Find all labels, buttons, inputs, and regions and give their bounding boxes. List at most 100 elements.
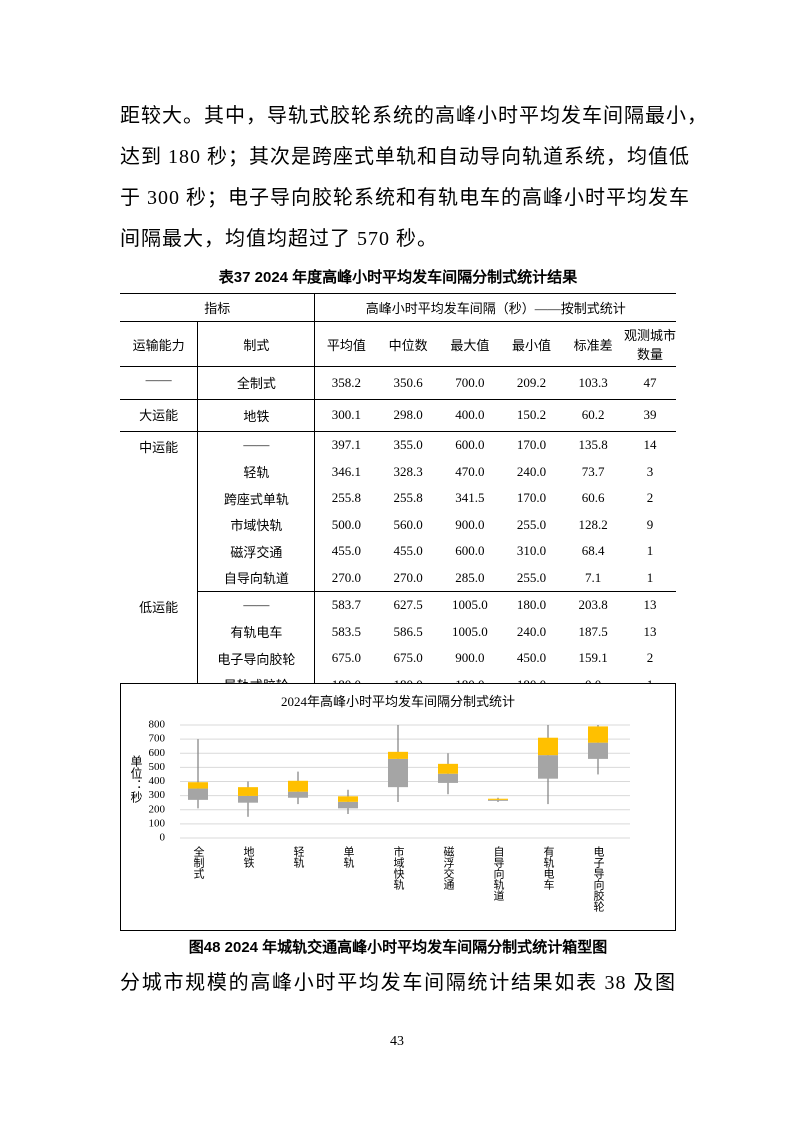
table-cell: 270.0 (377, 564, 439, 592)
header-cell: 观测城市数量 (624, 321, 676, 367)
table-cell: 170.0 (516, 437, 547, 453)
table-cell: 675.0 (331, 650, 362, 666)
y-tick-label: 500 (149, 761, 166, 773)
header-cell: 平均值 (314, 321, 378, 367)
group-cell: —— (120, 366, 199, 400)
header-cell: 中位数 (377, 321, 439, 367)
table-cell: 310.0 (516, 543, 547, 559)
x-tick-label: 单轨 (342, 846, 355, 869)
stats-table: 指标 高峰小时平均发车间隔（秒）——按制式统计 运输能力 制式 平均值 中位数 最大值 最小值… (120, 293, 676, 699)
group-cell: 大运能 (120, 399, 199, 432)
table-cell: 128.2 (578, 516, 608, 532)
table-cell: 2 (646, 490, 654, 506)
table-cell: 跨座式单轨 (197, 485, 316, 512)
box-upper (488, 798, 508, 800)
paragraph-line: 达到 180 秒；其次是跨座式单轨和自动导向轨道系统，均值低 (120, 146, 690, 168)
table-row: 有轨电车 583.5 586.5 1005.0 240.0 187.5 13 (120, 618, 676, 645)
table-cell: 600.0 (455, 543, 485, 559)
table-cell: 68.4 (581, 543, 605, 559)
box-upper (388, 751, 408, 759)
box-upper (438, 763, 458, 774)
y-tick-label: 200 (149, 803, 166, 815)
box-lower (388, 758, 408, 788)
table-cell: 300.1 (314, 399, 378, 432)
table-cell: 400.0 (439, 399, 501, 432)
table-cell: 轻轨 (197, 458, 316, 485)
table-row: 电子导向胶轮 675.0 675.0 900.0 450.0 159.1 2 (120, 645, 676, 672)
table-cell: 159.1 (578, 650, 608, 666)
box-lower (238, 795, 258, 803)
table-cell: 470.0 (455, 463, 485, 479)
x-tick-label: 地铁 (242, 846, 255, 868)
box-upper (188, 782, 208, 789)
group-cell: 中运能 (120, 431, 199, 592)
box-lower (288, 791, 308, 798)
box-lower (538, 755, 558, 779)
table-cell: 350.6 (377, 366, 439, 400)
table-cell: 地铁 (197, 399, 316, 432)
table-cell: 600.0 (455, 437, 485, 453)
table-cell: 209.2 (500, 366, 563, 400)
table-cell: 285.0 (439, 564, 501, 592)
table-cell: 60.6 (581, 490, 605, 506)
header-cell: 最小值 (500, 321, 563, 367)
table-cell: 298.0 (377, 399, 439, 432)
y-tick-label: 300 (149, 789, 166, 801)
box-upper (288, 780, 308, 792)
table-cell: 全制式 (197, 366, 316, 400)
header-row: 运输能力 制式 平均值 中位数 最大值 最小值 标准差 观测城市数量 (120, 321, 676, 367)
table-cell: 磁浮交通 (197, 538, 316, 565)
table-cell: 255.0 (500, 564, 563, 592)
table-row: 大运能 地铁 300.1 298.0 400.0 150.2 60.2 39 (120, 399, 676, 432)
box-upper (538, 737, 558, 756)
box-lower (338, 801, 358, 809)
table-cell: —— (197, 431, 316, 459)
box-lower (188, 788, 208, 800)
table-row: —— 全制式 358.2 350.6 700.0 209.2 103.3 47 (120, 366, 676, 400)
table-cell: 1 (624, 564, 676, 592)
table-cell: 358.2 (314, 366, 378, 400)
header-cell: 高峰小时平均发车间隔（秒）——按制式统计 (314, 293, 676, 322)
table-row: 轻轨 346.1 328.3 470.0 240.0 73.7 3 (120, 458, 676, 485)
box-lower (588, 742, 608, 759)
table-cell: 240.0 (516, 463, 547, 479)
y-tick-label: 700 (149, 733, 166, 745)
paragraph-line: 距较大。其中，导轨式胶轮系统的高峰小时平均发车间隔最小， (120, 105, 708, 127)
x-tick-label: 自导向轨道 (492, 846, 505, 901)
table-cell: 1005.0 (451, 623, 488, 639)
y-tick-label: 100 (149, 817, 166, 829)
table-cell: 150.2 (500, 399, 563, 432)
table-cell: 455.0 (331, 543, 362, 559)
box-upper (238, 787, 258, 796)
header-cell: 运输能力 (120, 321, 199, 367)
page-number: 43 (390, 1034, 404, 1049)
table-cell: 346.1 (331, 463, 362, 479)
table-cell: 73.7 (581, 463, 605, 479)
table-cell: 560.0 (393, 516, 423, 532)
table-cell: 341.5 (455, 490, 485, 506)
table-cell: 有轨电车 (197, 618, 316, 645)
table-cell: 455.0 (393, 543, 423, 559)
table-caption: 表37 2024 年度高峰小时平均发车间隔分制式统计结果 (218, 269, 578, 286)
table-cell: 电子导向胶轮 (197, 645, 316, 672)
x-tick-label: 全制式 (192, 845, 205, 879)
table-cell: —— (197, 591, 316, 619)
y-tick-label: 600 (149, 747, 166, 759)
table-cell: 397.1 (331, 437, 362, 453)
table-cell: 627.5 (393, 597, 423, 613)
table-cell: 203.8 (578, 597, 608, 613)
header-cell: 最大值 (439, 321, 501, 367)
group-cell: 低运能 (120, 591, 199, 699)
table-row: 市域快轨 500.0 560.0 900.0 255.0 128.2 9 (120, 511, 676, 538)
table-cell: 900.0 (455, 650, 485, 666)
paragraph: 距较大。其中，导轨式胶轮系统的高峰小时平均发车间隔最小， 达到 180 秒；其次是… (120, 96, 708, 260)
box-upper (588, 726, 608, 743)
table-row: 自导向轨道 270.0 270.0 285.0 255.0 7.1 1 (120, 564, 676, 592)
figure-caption: 图48 2024 年城轨交通高峰小时平均发车间隔分制式统计箱型图 (188, 939, 608, 956)
table-cell: 1 (646, 543, 654, 559)
x-tick-label: 电子导向胶轮 (592, 846, 605, 912)
x-tick-label: 有轨电车 (542, 845, 555, 891)
header-cell: 指标 (120, 293, 316, 322)
table-cell: 583.7 (331, 597, 362, 613)
table-cell: 586.5 (393, 623, 423, 639)
